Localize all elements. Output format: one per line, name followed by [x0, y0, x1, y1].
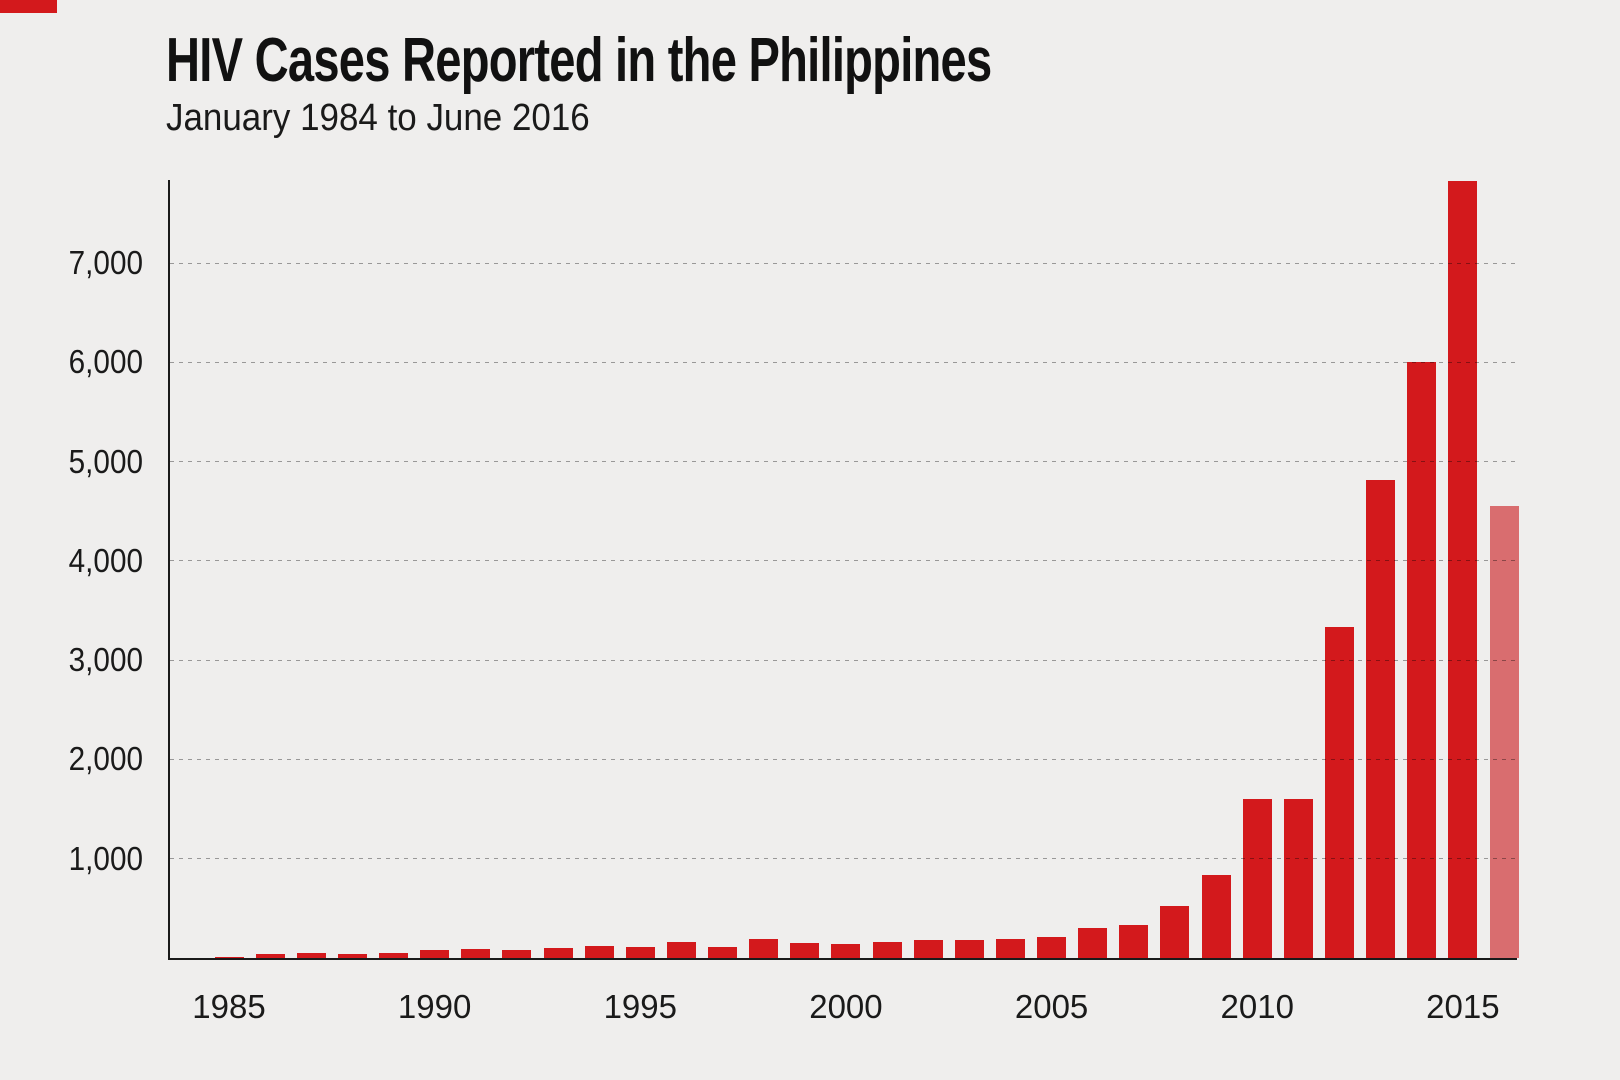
y-axis-line	[168, 180, 170, 960]
gridline-7000	[170, 262, 1517, 264]
bar-2014	[1407, 362, 1437, 958]
bar-1987	[296, 953, 326, 958]
bar-2007	[1119, 925, 1149, 958]
gridline-3000	[170, 659, 1517, 661]
bar-2009	[1201, 875, 1231, 958]
bar-2006	[1078, 928, 1108, 958]
bar-1992	[502, 950, 532, 958]
bar-1988	[337, 954, 367, 958]
bar-1985	[214, 957, 244, 958]
x-tick-label-1995: 1995	[603, 988, 677, 1025]
x-tick-label-2010: 2010	[1220, 988, 1294, 1025]
y-tick-label-1000: 1,000	[68, 839, 143, 877]
bar-2016	[1489, 506, 1519, 958]
x-tick-label-2000: 2000	[809, 988, 883, 1025]
bar-1998	[749, 939, 779, 958]
bar-1999	[790, 943, 820, 958]
bar-1986	[255, 954, 285, 958]
bar-1994	[584, 946, 614, 958]
gridline-1000	[170, 858, 1517, 860]
y-tick-label-2000: 2,000	[68, 740, 143, 778]
y-tick-label-6000: 6,000	[68, 343, 143, 381]
x-tick-label-2015: 2015	[1426, 988, 1500, 1025]
bar-2008	[1160, 906, 1190, 958]
bar-1990	[420, 950, 450, 958]
chart-title: HIV Cases Reported in the Philippines	[166, 26, 992, 95]
bar-2012	[1325, 627, 1354, 958]
bar-2005	[1037, 937, 1067, 958]
cropped-banner-fragment	[0, 0, 57, 13]
bar-2011	[1283, 799, 1313, 958]
bar-1997	[708, 947, 738, 958]
x-tick-label-1985: 1985	[192, 988, 266, 1025]
x-tick-label-2005: 2005	[1014, 988, 1089, 1025]
bar-2001	[872, 942, 902, 958]
y-tick-label-5000: 5,000	[68, 442, 143, 480]
gridline-4000	[170, 560, 1517, 562]
bar-1991	[461, 949, 491, 958]
bar-2010	[1242, 799, 1272, 958]
y-tick-label-4000: 4,000	[68, 541, 143, 579]
bar-1995	[625, 947, 655, 958]
bar-2000	[831, 944, 861, 958]
bar-2004	[995, 939, 1025, 958]
y-tick-label-3000: 3,000	[68, 641, 143, 679]
y-tick-label-7000: 7,000	[68, 244, 143, 281]
bar-1989	[379, 953, 409, 958]
bar-2015	[1448, 181, 1478, 958]
gridline-6000	[170, 361, 1517, 363]
gridline-5000	[170, 461, 1517, 463]
bar-2002	[913, 940, 943, 958]
bar-2003	[954, 940, 984, 958]
plot-area	[170, 180, 1519, 958]
chart-subtitle: January 1984 to June 2016	[166, 97, 590, 139]
bar-1993	[543, 948, 573, 958]
bar-2013	[1366, 480, 1396, 958]
gridline-2000	[170, 758, 1517, 760]
x-axis-line	[168, 958, 1517, 960]
bar-1996	[666, 942, 696, 958]
x-tick-label-1990: 1990	[397, 988, 472, 1025]
